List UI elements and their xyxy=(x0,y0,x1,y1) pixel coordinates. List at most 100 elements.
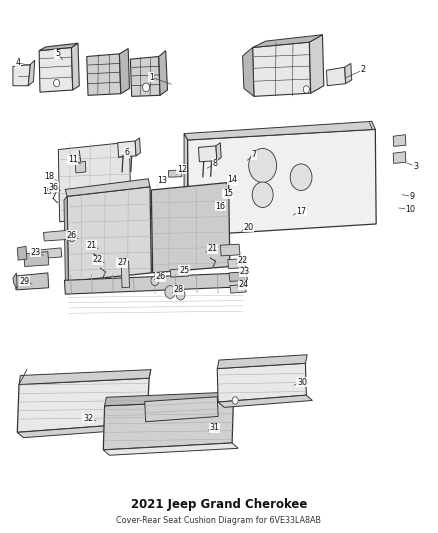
Polygon shape xyxy=(253,42,311,96)
Text: 20: 20 xyxy=(244,223,254,232)
Polygon shape xyxy=(184,134,187,236)
Polygon shape xyxy=(17,378,149,432)
Polygon shape xyxy=(309,35,324,93)
Text: 28: 28 xyxy=(173,285,184,294)
Polygon shape xyxy=(28,60,35,86)
Polygon shape xyxy=(75,161,86,173)
Polygon shape xyxy=(103,443,238,455)
Polygon shape xyxy=(131,56,160,96)
Polygon shape xyxy=(120,49,130,94)
Text: 5: 5 xyxy=(55,50,60,58)
Polygon shape xyxy=(33,248,62,259)
Polygon shape xyxy=(121,261,130,288)
Text: 23: 23 xyxy=(240,268,250,276)
Circle shape xyxy=(176,289,185,300)
Polygon shape xyxy=(393,152,406,164)
Polygon shape xyxy=(58,142,131,222)
Text: 18: 18 xyxy=(45,172,55,181)
Polygon shape xyxy=(65,179,150,196)
Polygon shape xyxy=(253,35,322,47)
Text: 16: 16 xyxy=(215,202,225,211)
Text: 7: 7 xyxy=(251,150,257,159)
Polygon shape xyxy=(217,364,306,402)
Polygon shape xyxy=(229,272,247,281)
Polygon shape xyxy=(118,141,136,157)
Polygon shape xyxy=(17,423,152,438)
Circle shape xyxy=(165,286,175,298)
Text: 2021 Jeep Grand Cherokee: 2021 Jeep Grand Cherokee xyxy=(131,498,307,511)
Polygon shape xyxy=(217,355,307,368)
Text: 30: 30 xyxy=(297,378,307,387)
Text: 29: 29 xyxy=(20,277,30,286)
Polygon shape xyxy=(159,51,167,95)
Polygon shape xyxy=(135,138,141,156)
Text: 21: 21 xyxy=(86,241,96,250)
Text: 36: 36 xyxy=(48,183,58,192)
Polygon shape xyxy=(64,196,68,281)
Text: 14: 14 xyxy=(227,175,237,184)
Text: 21: 21 xyxy=(207,245,218,254)
Circle shape xyxy=(252,182,273,207)
Text: 13: 13 xyxy=(157,176,167,185)
Circle shape xyxy=(232,397,238,404)
Text: 19: 19 xyxy=(42,187,53,196)
Text: 31: 31 xyxy=(210,423,219,432)
Text: 15: 15 xyxy=(223,189,233,198)
Text: 3: 3 xyxy=(413,162,418,171)
Text: 11: 11 xyxy=(68,155,78,164)
Text: 32: 32 xyxy=(83,414,93,423)
Polygon shape xyxy=(39,43,78,51)
Polygon shape xyxy=(67,187,151,281)
Circle shape xyxy=(53,79,60,87)
Text: 9: 9 xyxy=(410,192,414,201)
Polygon shape xyxy=(393,135,406,147)
Text: 24: 24 xyxy=(239,280,249,289)
Circle shape xyxy=(303,86,309,93)
Text: 2: 2 xyxy=(360,66,366,74)
Text: 6: 6 xyxy=(125,148,130,157)
Text: 25: 25 xyxy=(179,266,189,274)
Polygon shape xyxy=(43,230,68,241)
Polygon shape xyxy=(168,169,182,177)
Polygon shape xyxy=(326,67,346,86)
Polygon shape xyxy=(230,285,246,293)
Text: 12: 12 xyxy=(177,165,187,174)
Polygon shape xyxy=(13,64,30,86)
Circle shape xyxy=(68,233,75,241)
Polygon shape xyxy=(15,273,49,290)
Text: 23: 23 xyxy=(31,248,41,257)
Polygon shape xyxy=(184,122,375,140)
Polygon shape xyxy=(13,273,17,289)
Circle shape xyxy=(143,83,150,92)
Polygon shape xyxy=(218,395,312,407)
Circle shape xyxy=(290,164,312,190)
Text: 17: 17 xyxy=(296,207,306,216)
Circle shape xyxy=(249,149,277,182)
Text: 26: 26 xyxy=(155,272,165,281)
Text: Cover-Rear Seat Cushion Diagram for 6VE33LA8AB: Cover-Rear Seat Cushion Diagram for 6VE3… xyxy=(117,516,321,525)
Polygon shape xyxy=(345,63,352,84)
Polygon shape xyxy=(216,143,221,161)
Polygon shape xyxy=(151,182,230,273)
Text: 22: 22 xyxy=(237,256,247,265)
Text: 1: 1 xyxy=(149,72,154,82)
Text: 27: 27 xyxy=(117,259,127,267)
Polygon shape xyxy=(19,369,151,384)
Text: 8: 8 xyxy=(212,159,217,168)
Text: 26: 26 xyxy=(67,231,77,240)
Polygon shape xyxy=(187,130,376,236)
Polygon shape xyxy=(71,43,79,90)
Polygon shape xyxy=(105,392,235,406)
Polygon shape xyxy=(220,244,240,256)
Polygon shape xyxy=(145,397,218,422)
Polygon shape xyxy=(103,400,233,450)
Polygon shape xyxy=(87,54,121,95)
Polygon shape xyxy=(17,246,27,260)
Text: 22: 22 xyxy=(92,255,103,264)
Polygon shape xyxy=(228,259,246,269)
Polygon shape xyxy=(198,146,217,162)
Polygon shape xyxy=(39,47,73,92)
Polygon shape xyxy=(64,273,245,294)
Polygon shape xyxy=(243,47,254,96)
Polygon shape xyxy=(170,269,188,277)
